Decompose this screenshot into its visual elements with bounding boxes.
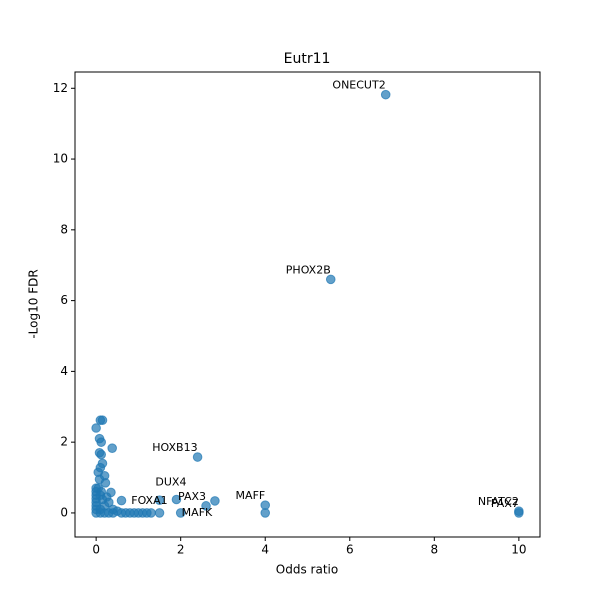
point-label: NFATC2 (478, 495, 519, 508)
point-label: PAX7 (491, 497, 519, 510)
point (107, 443, 117, 453)
point (116, 495, 127, 506)
point (514, 508, 524, 518)
point (260, 508, 271, 518)
y-axis-label: -Log10 FDR (27, 269, 41, 338)
point (154, 495, 165, 505)
point (175, 508, 186, 518)
chart-title: Eutr11 (284, 51, 331, 67)
point-label: ONECUT2 (332, 79, 385, 92)
y-tick-label: 8 (60, 222, 68, 236)
point-label: MAFF (236, 489, 266, 502)
point (210, 496, 220, 506)
point-label: MAFK (182, 506, 213, 519)
point-label: DUX4 (155, 475, 186, 488)
x-tick-label: 6 (346, 543, 354, 557)
point (171, 494, 182, 505)
point (380, 89, 391, 100)
point (146, 508, 156, 518)
point (100, 478, 111, 488)
y-tick-label: 0 (60, 505, 68, 519)
point (192, 452, 203, 462)
point (325, 274, 336, 285)
point-label: PHOX2B (286, 263, 331, 276)
point-label: PAX3 (178, 490, 206, 503)
point (108, 508, 118, 518)
y-tick-label: 12 (53, 81, 68, 95)
y-tick-label: 2 (60, 435, 68, 449)
y-tick-label: 6 (60, 293, 68, 307)
point (154, 508, 165, 518)
point (201, 501, 211, 511)
point-label: HOXB13 (152, 441, 197, 454)
plot-frame (74, 71, 541, 538)
point (96, 437, 107, 447)
x-tick-label: 8 (430, 543, 438, 557)
point (97, 415, 108, 426)
point (91, 423, 101, 433)
x-tick-label: 2 (177, 543, 185, 557)
x-tick-label: 10 (511, 543, 526, 557)
point-label: FOXA1 (131, 494, 167, 507)
y-tick-label: 10 (53, 152, 68, 166)
point (96, 449, 107, 460)
x-axis-label: Odds ratio (276, 563, 338, 577)
x-tick-label: 4 (261, 543, 269, 557)
y-tick-label: 4 (60, 364, 68, 378)
x-tick-label: 0 (92, 543, 100, 557)
